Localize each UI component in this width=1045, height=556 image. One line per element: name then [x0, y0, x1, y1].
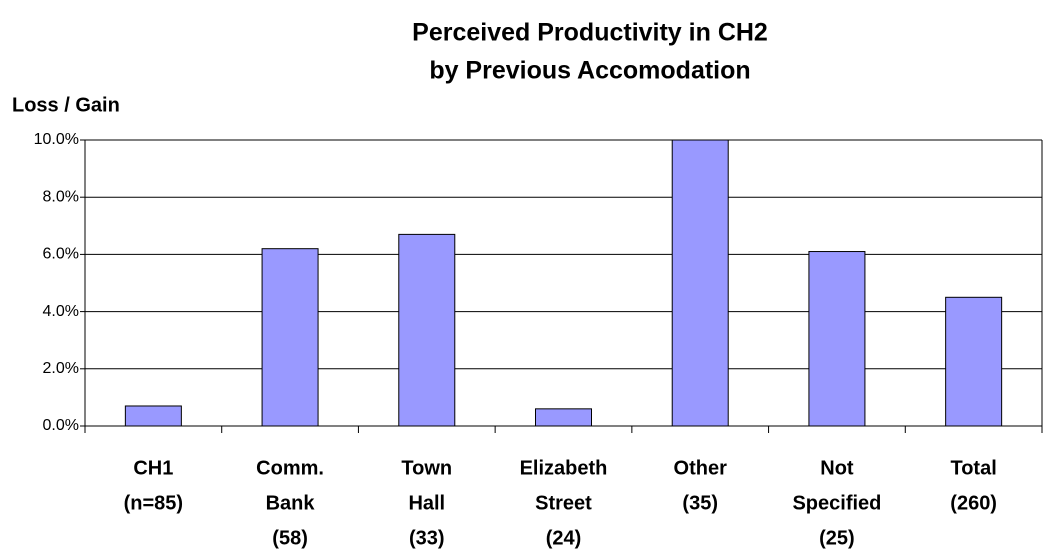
- x-tick-label: Street: [535, 492, 592, 514]
- x-tick-label: Not: [820, 457, 854, 479]
- y-tick-label: 6.0%: [43, 246, 79, 263]
- x-tick-label: Other: [674, 457, 728, 479]
- x-tick-label: Bank: [266, 492, 316, 514]
- bar: [945, 296, 1003, 427]
- x-tick-label: Comm.: [256, 457, 324, 479]
- x-tick-label: (58): [272, 527, 308, 549]
- y-tick-label: 0.0%: [43, 417, 79, 434]
- bar: [671, 139, 729, 427]
- x-tick-label: (33): [409, 527, 445, 549]
- y-tick-label: 2.0%: [43, 360, 79, 377]
- x-tick-label: (25): [819, 527, 855, 549]
- y-tick-label: 10.0%: [34, 131, 79, 148]
- x-tick-label: (n=85): [124, 492, 183, 514]
- y-tick-label: 8.0%: [43, 188, 79, 205]
- x-tick-label: (260): [950, 492, 997, 514]
- bar: [124, 405, 182, 427]
- x-tick-label: CH1: [133, 457, 173, 479]
- chart-title: Perceived Productivity in CH2: [412, 19, 768, 47]
- bar: [535, 408, 592, 427]
- x-tick-label: Hall: [408, 492, 445, 514]
- x-tick-label: Total: [950, 457, 996, 479]
- bar: [261, 248, 319, 427]
- y-axis-label: Loss / Gain: [12, 94, 120, 116]
- chart-title: by Previous Accomodation: [429, 57, 750, 85]
- bar: [808, 251, 866, 427]
- bar: [398, 233, 456, 427]
- x-tick-label: (35): [682, 492, 718, 514]
- x-tick-label: Specified: [792, 492, 881, 514]
- x-tick-label: Town: [401, 457, 452, 479]
- y-tick-label: 4.0%: [43, 303, 79, 320]
- x-tick-label: Elizabeth: [520, 457, 608, 479]
- x-tick-label: (24): [546, 527, 582, 549]
